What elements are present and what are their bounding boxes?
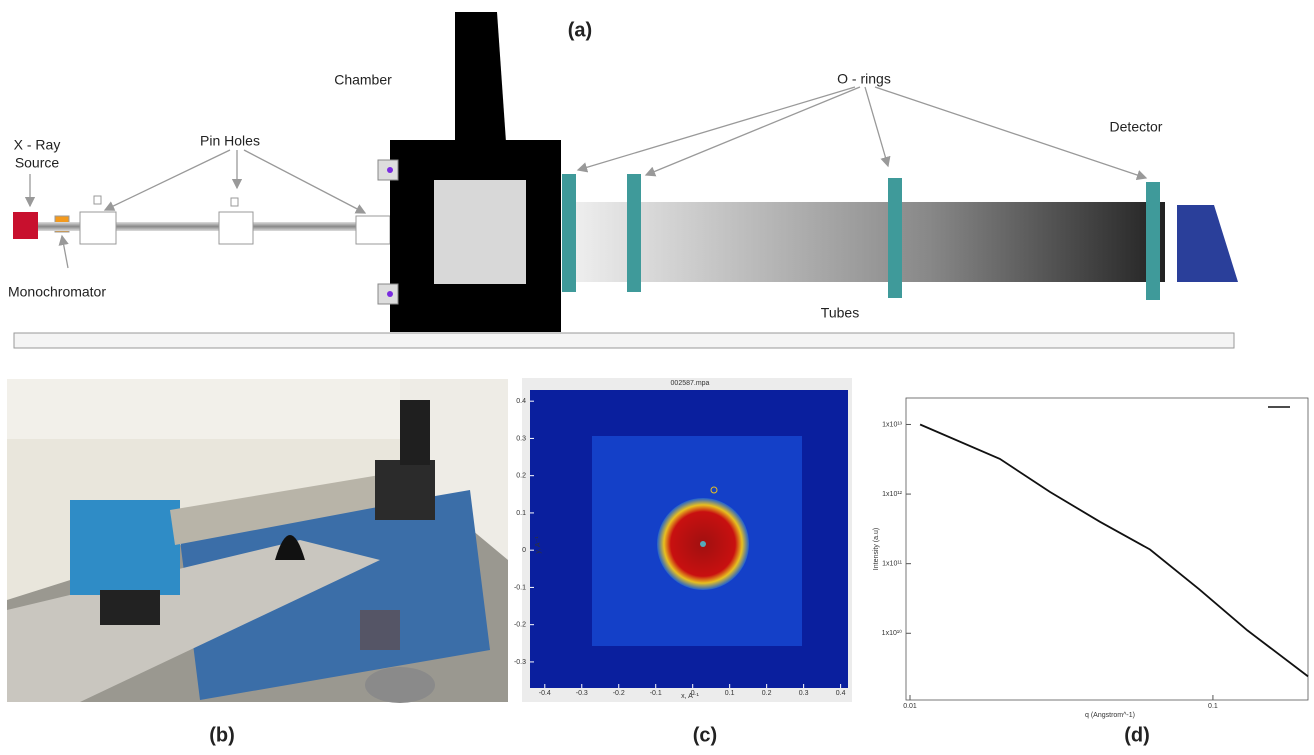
y-axis-label: Intensity (a.u) bbox=[873, 528, 880, 570]
y-tick-label: 1x10¹⁰ bbox=[882, 629, 903, 637]
intensity-plot: q (Angstrom^-1) Intensity (a.u) 0.01 0.1 1… bbox=[873, 398, 1308, 719]
y-axis-label: y, A⁻¹ bbox=[535, 536, 542, 554]
y-tick-label: 1x10¹² bbox=[882, 491, 903, 498]
x-tick-label: 0.4 bbox=[836, 690, 846, 697]
label: Chamber bbox=[334, 72, 392, 88]
y-tick-label: 0.1 bbox=[516, 510, 526, 517]
detector-image: 002587.mpa x, A⁻¹ y, A⁻¹ -0.4-0.3-0.2-0.… bbox=[514, 378, 852, 702]
y-tick-label: 0.2 bbox=[516, 473, 526, 480]
label: Source bbox=[15, 155, 60, 171]
photo bbox=[7, 379, 508, 703]
x-tick-label: -0.4 bbox=[539, 690, 551, 697]
y-tick-label: 1x10¹³ bbox=[882, 421, 903, 428]
x-tick-label: -0.2 bbox=[613, 690, 625, 697]
x-axis-label: q (Angstrom^-1) bbox=[1085, 712, 1135, 719]
x-tick-label: 0.1 bbox=[725, 690, 735, 697]
y-tick-label: 1x10¹¹ bbox=[882, 561, 903, 568]
panel-label: (a) bbox=[568, 19, 592, 41]
x-tick-label: 0.01 bbox=[903, 703, 917, 710]
label: O - rings bbox=[837, 71, 891, 87]
figure: (a) Chamber X - Ray Source Pin Holes Mon… bbox=[0, 0, 1314, 750]
label: X - Ray bbox=[14, 137, 61, 153]
schematic: (a) Chamber X - Ray Source Pin Holes Mon… bbox=[8, 12, 1238, 348]
y-tick-label: -0.2 bbox=[514, 622, 526, 629]
image-title: 002587.mpa bbox=[671, 380, 710, 387]
x-tick-label: 0.2 bbox=[762, 690, 772, 697]
x-tick-label: -0.3 bbox=[576, 690, 588, 697]
panel-label: (d) bbox=[1124, 724, 1150, 746]
y-tick-label: -0.3 bbox=[514, 659, 526, 666]
x-tick-label: 0.1 bbox=[1208, 703, 1218, 710]
x-tick-label: 0.3 bbox=[799, 690, 809, 697]
y-tick-label: 0 bbox=[522, 547, 526, 554]
label: Monochromator bbox=[8, 284, 106, 300]
x-tick-label: 0 bbox=[691, 690, 695, 697]
label: Detector bbox=[1110, 119, 1163, 135]
label: Pin Holes bbox=[200, 133, 260, 149]
y-tick-label: -0.1 bbox=[514, 584, 526, 591]
y-tick-label: 0.3 bbox=[516, 435, 526, 442]
data-line bbox=[920, 425, 1308, 677]
panel-label: (b) bbox=[209, 724, 235, 746]
panel-label: (c) bbox=[693, 724, 717, 746]
label: Tubes bbox=[821, 305, 859, 321]
x-tick-label: -0.1 bbox=[650, 690, 662, 697]
y-tick-label: 0.4 bbox=[516, 398, 526, 405]
